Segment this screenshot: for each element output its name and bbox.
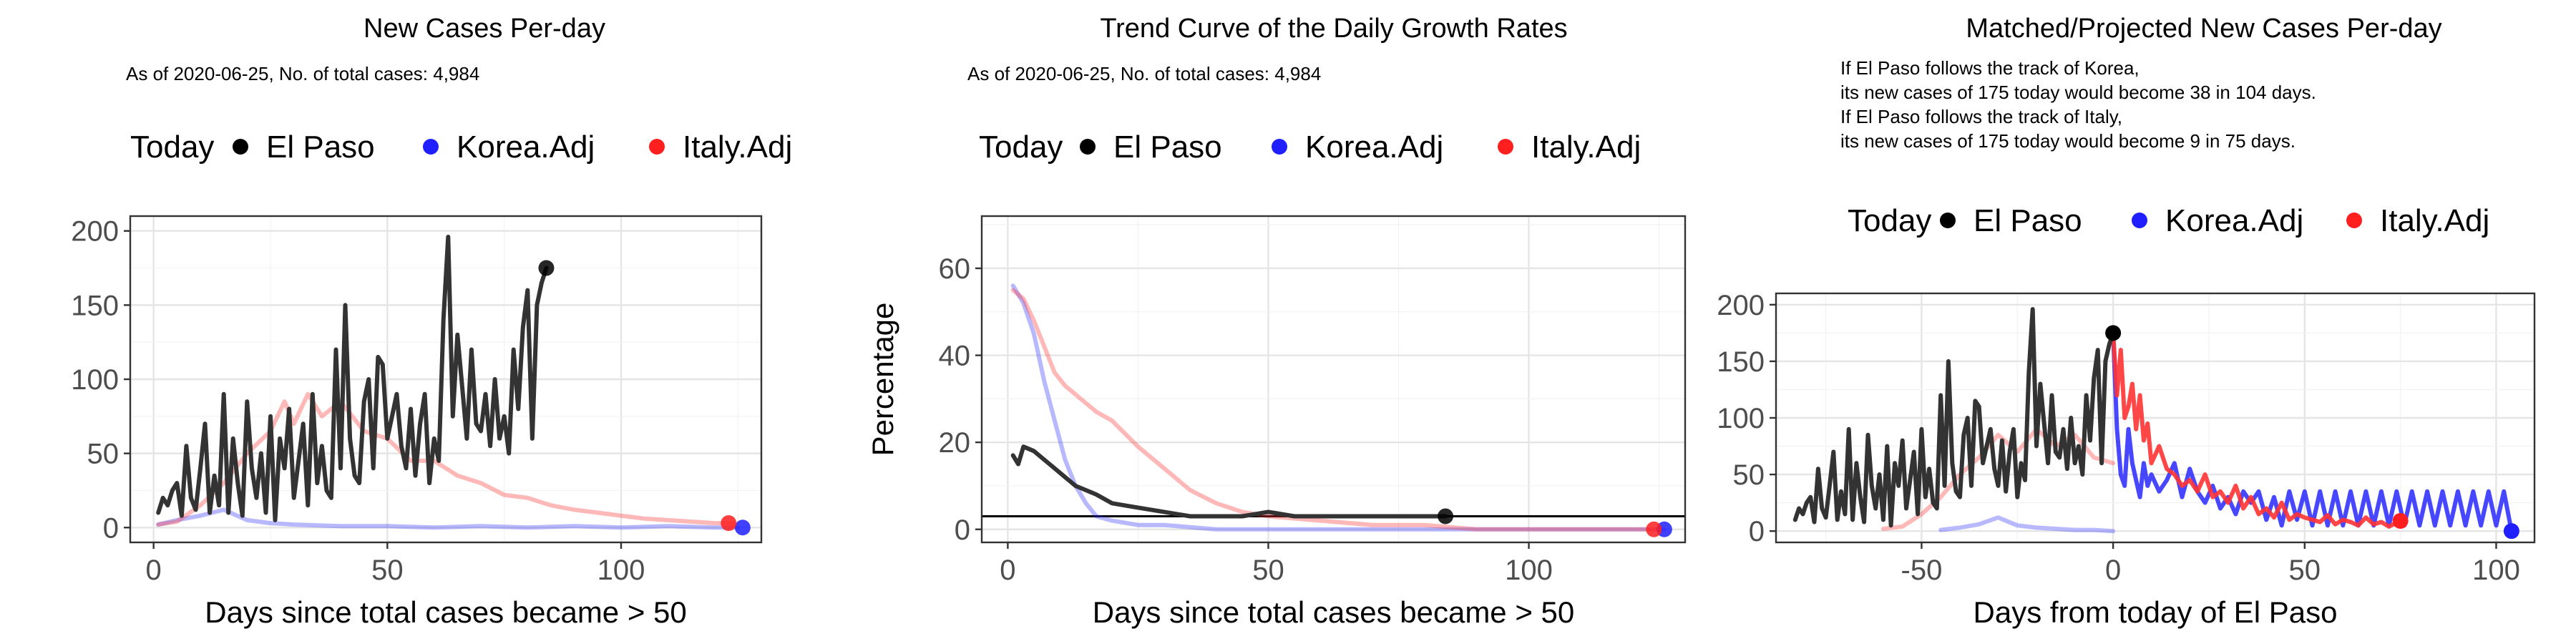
- series-line-el-paso: [156, 235, 549, 522]
- legend-marker: [1080, 139, 1096, 155]
- x-axis-title: Days since total cases became > 50: [1093, 595, 1575, 629]
- series-line-korea-adj: [156, 507, 741, 530]
- series-line-italy-adj-matched-: [1880, 426, 2116, 531]
- x-tick-label: -50: [1901, 555, 1943, 586]
- legend-label: Korea.Adj: [2165, 203, 2303, 238]
- chart-panel-1: New Cases Per-day As of 2020-06-25, No. o…: [71, 14, 792, 629]
- today-point: [2392, 512, 2409, 529]
- y-tick-label: 200: [1717, 290, 1765, 321]
- legend-title: Today: [979, 130, 1063, 165]
- today-point: [734, 519, 751, 536]
- legend-label: El Paso: [1974, 203, 2082, 238]
- legend-marker: [233, 139, 248, 155]
- chart-subtitle-line: its new cases of 175 today would become …: [1840, 130, 2296, 152]
- y-tick-label: 20: [939, 427, 971, 459]
- legend-label: El Paso: [266, 130, 375, 165]
- legend-label: Italy.Adj: [1531, 130, 1641, 165]
- y-tick-label: 150: [1717, 346, 1765, 378]
- chart-panel-2: Trend Curve of the Daily Growth Rates As …: [866, 14, 1687, 629]
- x-tick-label: 50: [371, 555, 404, 586]
- y-tick-label: 150: [71, 290, 119, 321]
- chart-subtitle-line: its new cases of 175 today would become …: [1840, 82, 2316, 103]
- y-tick-label: 100: [1717, 403, 1765, 434]
- plot-background: [982, 216, 1685, 542]
- legend-label: Korea.Adj: [1305, 130, 1443, 165]
- legend-label: Italy.Adj: [2380, 203, 2489, 238]
- series-line-el-paso: [1792, 307, 2116, 528]
- chart-title: Matched/Projected New Cases Per-day: [1966, 14, 2441, 44]
- x-tick-label: 100: [597, 555, 645, 586]
- x-tick-label: 0: [2105, 555, 2121, 586]
- today-point: [721, 515, 737, 532]
- legend-title: Today: [1848, 203, 1931, 238]
- legend-marker: [1272, 139, 1287, 155]
- legend-marker: [2132, 213, 2147, 228]
- legend-marker: [1498, 139, 1513, 155]
- series-line-korea-adj-matched-: [1938, 515, 2116, 534]
- x-tick-label: 50: [1252, 555, 1284, 586]
- chart-title: New Cases Per-day: [364, 14, 605, 44]
- chart-subtitle-line: As of 2020-06-25, No. of total cases: 4,…: [967, 63, 1321, 84]
- today-point: [538, 260, 555, 276]
- legend-title: Today: [130, 130, 214, 165]
- today-point: [2503, 523, 2519, 540]
- chart-title: Trend Curve of the Daily Growth Rates: [1100, 14, 1567, 44]
- today-point: [1646, 521, 1662, 537]
- today-point: [2105, 325, 2122, 341]
- series-line-italy-adj: [2111, 331, 2403, 529]
- legend-label: Korea.Adj: [457, 130, 595, 165]
- y-tick-label: 200: [71, 216, 119, 248]
- series-line-italy-adj: [1010, 288, 1651, 532]
- today-point: [1438, 508, 1454, 525]
- series-line-el-paso: [1010, 444, 1448, 519]
- legend-marker: [423, 139, 439, 155]
- legend-label: El Paso: [1113, 130, 1222, 165]
- x-tick-label: 100: [2472, 555, 2520, 586]
- plot-border: [980, 215, 1687, 544]
- y-axis-title: Percentage: [866, 303, 899, 457]
- series-line-korea-adj: [1010, 283, 1667, 532]
- y-tick-label: 60: [939, 253, 971, 285]
- y-tick-label: 100: [71, 364, 119, 396]
- x-tick-label: 0: [146, 555, 162, 586]
- chart-panel-3: Matched/Projected New Cases Per-day If El…: [1717, 14, 2536, 629]
- x-tick-label: 100: [1505, 555, 1553, 586]
- x-tick-label: 50: [2289, 555, 2321, 586]
- legend-marker: [649, 139, 665, 155]
- chart-subtitle-line: If El Paso follows the track of Korea,: [1840, 57, 2140, 79]
- legend-marker: [1940, 213, 1956, 228]
- y-tick-label: 0: [103, 512, 119, 544]
- x-axis-title: Days since total cases became > 50: [205, 595, 687, 629]
- x-axis-title: Days from today of El Paso: [1974, 595, 2338, 629]
- chart-subtitle-line: As of 2020-06-25, No. of total cases: 4,…: [126, 63, 479, 84]
- series-line-korea-adj: [2111, 331, 2514, 534]
- chart-subtitle-line: If El Paso follows the track of Italy,: [1840, 106, 2122, 127]
- legend-label: Italy.Adj: [683, 130, 792, 165]
- y-tick-label: 50: [87, 439, 119, 470]
- y-tick-label: 0: [955, 514, 970, 546]
- legend-marker: [2346, 213, 2362, 228]
- y-tick-label: 50: [1733, 459, 1765, 491]
- series-line-italy-adj: [156, 391, 736, 527]
- y-tick-label: 40: [939, 341, 971, 372]
- x-tick-label: 0: [1000, 555, 1015, 586]
- y-tick-label: 0: [1749, 516, 1765, 547]
